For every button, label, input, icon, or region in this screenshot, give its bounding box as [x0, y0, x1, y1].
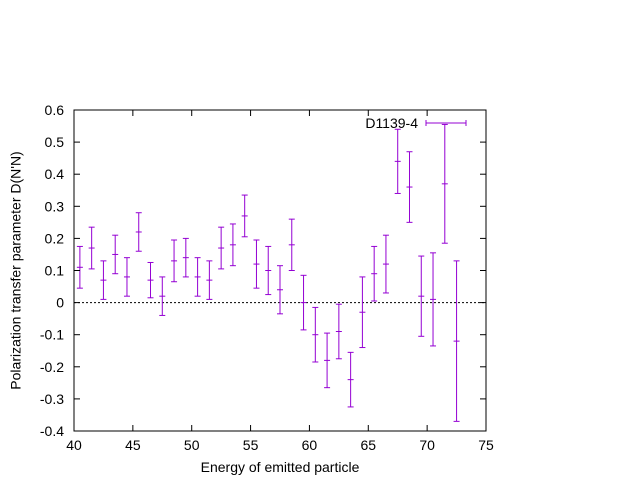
data-point — [406, 151, 413, 223]
ticks-layer: 40 45 50 55 60 65 70 75 -0.4 -0.3 -0.2 -0.1 0 0.1 0.2 0… — [40, 102, 494, 453]
x-tick-label: 70 — [419, 437, 435, 453]
data-point — [147, 261, 154, 299]
data-point — [135, 212, 142, 252]
data-point — [430, 252, 437, 347]
y-tick-label: 0 — [56, 295, 64, 311]
x-tick-label: 75 — [478, 437, 494, 453]
data-point — [123, 257, 130, 297]
data-point — [241, 194, 248, 238]
data-point — [453, 260, 460, 422]
data-point — [324, 332, 331, 389]
plot-frame — [73, 109, 487, 432]
x-tick-label: 65 — [360, 437, 376, 453]
y-tick-label: 0.2 — [45, 230, 65, 246]
data-point — [112, 234, 119, 275]
y-tick-label: 0.3 — [45, 198, 65, 214]
data-point — [347, 351, 354, 408]
data-point — [418, 255, 425, 337]
x-tick-label: 55 — [243, 437, 259, 453]
data-point — [277, 265, 283, 315]
data-point — [194, 257, 201, 297]
data-point — [394, 128, 401, 194]
y-tick-label: -0.1 — [40, 327, 64, 343]
data-point — [100, 260, 107, 300]
x-tick-label: 45 — [125, 437, 141, 453]
legend-label: D1139-4 — [365, 115, 418, 131]
x-tick-label: 60 — [302, 437, 318, 453]
data-point — [382, 234, 389, 294]
data-point — [253, 239, 260, 289]
data-point — [229, 223, 236, 267]
legend: D1139-4 — [365, 115, 467, 131]
data-point — [76, 245, 83, 289]
data-point — [88, 226, 95, 270]
data-point — [159, 276, 166, 316]
data-point — [265, 245, 272, 296]
x-axis-label: Energy of emitted particle — [201, 459, 360, 475]
y-tick-label: -0.4 — [40, 423, 64, 439]
y-tick-label: 0.4 — [45, 166, 65, 182]
data-point — [312, 306, 319, 363]
data-point — [182, 237, 189, 278]
y-tick-label: 0.6 — [45, 102, 65, 118]
data-layer — [76, 123, 460, 422]
data-point — [171, 239, 178, 283]
y-tick-label: 0.1 — [45, 263, 65, 279]
y-tick-label: -0.2 — [40, 359, 64, 375]
data-point — [206, 260, 213, 300]
x-tick-label: 50 — [184, 437, 200, 453]
data-point — [335, 303, 342, 360]
data-point — [371, 245, 378, 302]
data-point — [359, 276, 366, 349]
data-point — [288, 218, 295, 271]
data-point — [441, 123, 448, 244]
y-axis-label: Polarization transfer parameter D(N'N) — [8, 151, 24, 389]
data-point — [300, 274, 307, 331]
y-tick-label: -0.3 — [40, 391, 64, 407]
data-point — [218, 226, 225, 270]
y-tick-label: 0.5 — [45, 134, 65, 150]
x-tick-label: 40 — [66, 437, 82, 453]
